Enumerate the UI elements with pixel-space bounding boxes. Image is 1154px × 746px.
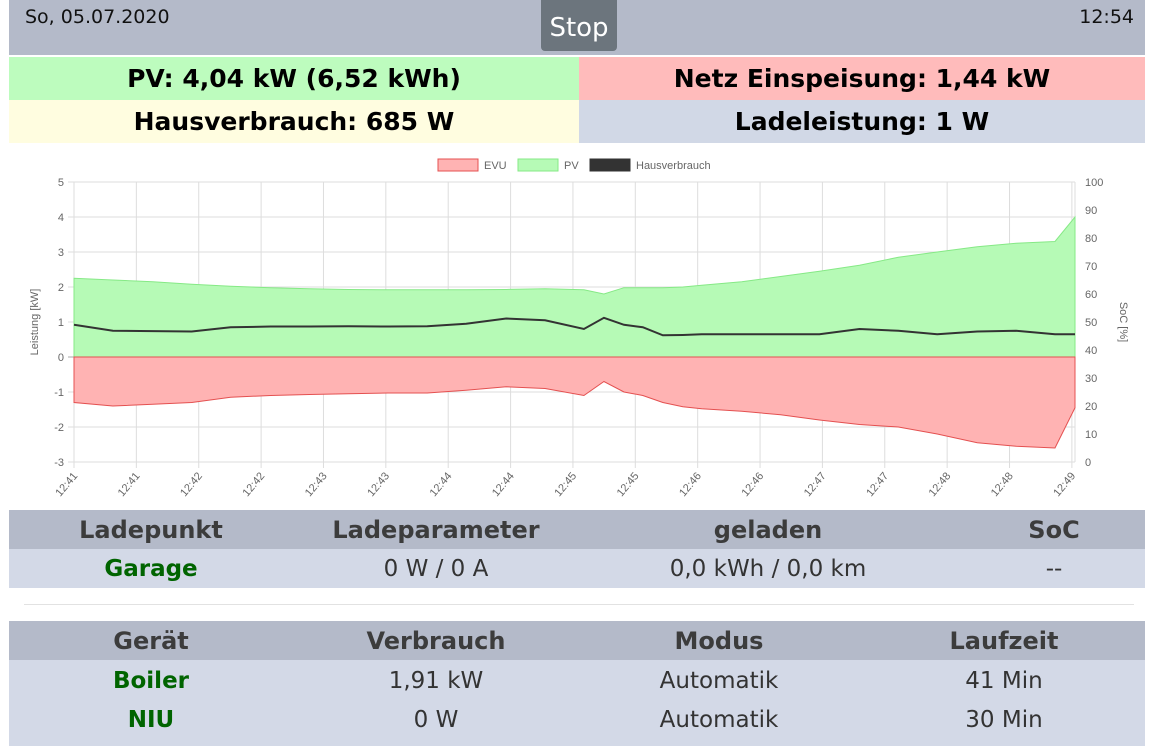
y2-tick-label: 60 — [1085, 289, 1097, 301]
x-tick-label: 12:42 — [178, 470, 205, 499]
netz-einspeisung-tile: Netz Einspeisung: 1,44 kW — [579, 57, 1145, 100]
current-time: 12:54 — [1079, 6, 1134, 28]
current-date: So, 05.07.2020 — [25, 6, 170, 28]
y2-tick-label: 40 — [1085, 345, 1097, 357]
header-modus: Modus — [674, 627, 764, 655]
ladeleistung-tile: Ladeleistung: 1 W — [579, 100, 1145, 143]
pv-tile: PV: 4,04 kW (6,52 kWh) — [9, 57, 579, 100]
legend-swatch — [517, 158, 559, 172]
stop-button[interactable]: Stop — [541, 0, 617, 51]
x-tick-label: 12:45 — [552, 470, 579, 499]
y2-tick-label: 0 — [1085, 457, 1091, 469]
y-tick-label: 0 — [58, 352, 64, 364]
laufzeit-value: 30 Min — [965, 707, 1043, 733]
y2-tick-label: 100 — [1085, 177, 1103, 189]
x-tick-label: 12:42 — [241, 470, 268, 499]
header-ladepunkt: Ladepunkt — [79, 516, 223, 544]
geraete-body: Boiler 1,91 kW Automatik 41 Min NIU 0 W … — [9, 660, 1145, 746]
x-tick-label: 12:45 — [615, 470, 642, 499]
x-tick-label: 12:41 — [53, 470, 80, 499]
series-pv-area — [73, 215, 1076, 358]
divider — [24, 604, 1134, 605]
geraet-name[interactable]: NIU — [127, 707, 175, 733]
y-tick-label: 1 — [58, 317, 64, 329]
geraete-header-row: Gerät Verbrauch Modus Laufzeit — [9, 621, 1145, 660]
y-tick-label: 4 — [58, 212, 64, 224]
x-tick-label: 12:48 — [989, 470, 1016, 499]
y2-tick-label: 30 — [1085, 373, 1097, 385]
geladen-value: 0,0 kWh / 0,0 km — [669, 556, 867, 582]
ladepunkt-header-row: Ladepunkt Ladeparameter geladen SoC — [9, 510, 1145, 549]
ladeparameter-value: 0 W / 0 A — [383, 556, 489, 582]
y2-tick-label: 70 — [1085, 261, 1097, 273]
legend-label: EVU — [484, 160, 507, 172]
y2-tick-label: 50 — [1085, 317, 1097, 329]
modus-value[interactable]: Automatik — [659, 668, 779, 694]
y-axis-label: Leistung [kW] — [29, 289, 41, 356]
header-soc: SoC — [1028, 516, 1080, 544]
header-verbrauch: Verbrauch — [366, 627, 506, 655]
soc-value: -- — [1045, 556, 1063, 582]
y2-tick-label: 20 — [1085, 401, 1097, 413]
verbrauch-value: 0 W — [413, 707, 459, 733]
x-tick-label: 12:46 — [677, 470, 704, 499]
x-tick-label: 12:44 — [490, 470, 517, 499]
y-tick-label: -1 — [54, 387, 64, 399]
x-tick-label: 12:48 — [927, 470, 954, 499]
y-tick-label: 2 — [58, 282, 64, 294]
y-tick-label: -2 — [54, 422, 64, 434]
y2-tick-label: 90 — [1085, 205, 1097, 217]
top-bar: So, 05.07.2020 Stop 12:54 — [9, 0, 1145, 55]
header-laufzeit: Laufzeit — [949, 627, 1059, 655]
x-tick-label: 12:44 — [428, 470, 455, 499]
ladepunkt-name[interactable]: Garage — [104, 556, 198, 582]
y-tick-label: 3 — [58, 247, 64, 259]
laufzeit-value: 41 Min — [965, 668, 1043, 694]
x-tick-label: 12:43 — [303, 470, 330, 499]
geraet-name[interactable]: Boiler — [112, 668, 190, 694]
legend-swatch — [437, 158, 479, 172]
legend-label: PV — [564, 160, 579, 172]
y-tick-label: -3 — [54, 457, 64, 469]
x-tick-label: 12:47 — [864, 470, 891, 499]
x-tick-label: 12:43 — [365, 470, 392, 499]
header-geladen: geladen — [713, 516, 823, 544]
y2-tick-label: 10 — [1085, 429, 1097, 441]
legend-label: Hausverbrauch — [636, 160, 711, 172]
x-tick-label: 12:49 — [1051, 470, 1078, 499]
y2-axis-label: SoC [%] — [1117, 302, 1129, 342]
header-geraet: Gerät — [113, 627, 189, 655]
y-tick-label: 5 — [58, 177, 64, 189]
x-tick-label: 12:46 — [739, 470, 766, 499]
series-evu-area — [73, 356, 1076, 449]
x-tick-label: 12:47 — [802, 470, 829, 499]
header-ladeparameter: Ladeparameter — [332, 516, 540, 544]
table-row: Garage 0 W / 0 A 0,0 kWh / 0,0 km -- — [9, 549, 1145, 588]
hausverbrauch-tile: Hausverbrauch: 685 W — [9, 100, 579, 143]
legend-swatch — [589, 158, 631, 172]
verbrauch-value: 1,91 kW — [388, 668, 484, 694]
x-tick-label: 12:41 — [116, 470, 143, 499]
series-hausverbrauch-line — [73, 316, 1075, 337]
modus-value[interactable]: Automatik — [659, 707, 779, 733]
y2-tick-label: 80 — [1085, 233, 1097, 245]
